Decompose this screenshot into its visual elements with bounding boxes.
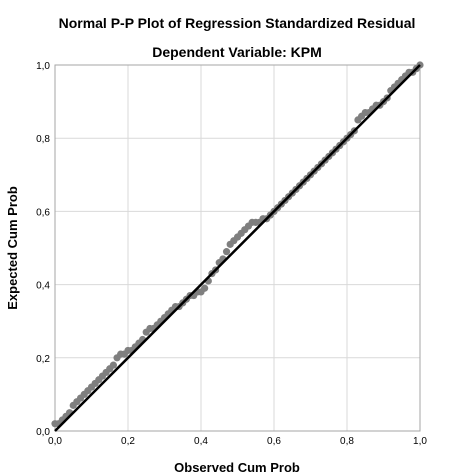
y-tick-label: 0,0 [36,427,50,438]
chart-title: Normal P-P Plot of Regression Standardiz… [59,15,416,31]
plot-area-frame [54,64,421,432]
tick-labels: 0,0 0,2 0,4 0,6 0,8 1,0 0,0 0,2 0,4 0,6 0,8 1,0 [36,61,427,447]
reference-line [54,64,421,432]
x-tick-label: 0,2 [121,436,135,447]
data-point [201,284,209,292]
y-axis-label: Expected Cum Prob [5,186,20,310]
x-tick-label: 1,0 [413,436,427,447]
y-tick-label: 0,6 [36,207,50,218]
y-tick-label: 0,2 [36,354,50,365]
data-point [109,361,117,369]
x-tick-label: 0,8 [340,436,354,447]
y-tick-label: 1,0 [36,61,50,72]
y-tick-label: 0,8 [36,134,50,145]
y-tick-label: 0,4 [36,281,50,292]
data-point [222,248,231,256]
x-tick-label: 0,0 [48,436,62,447]
chart-subtitle: Dependent Variable: KPM [152,44,322,60]
x-tick-label: 0,6 [267,436,281,447]
x-axis-label: Observed Cum Prob [174,460,300,474]
x-tick-label: 0,4 [194,436,208,447]
